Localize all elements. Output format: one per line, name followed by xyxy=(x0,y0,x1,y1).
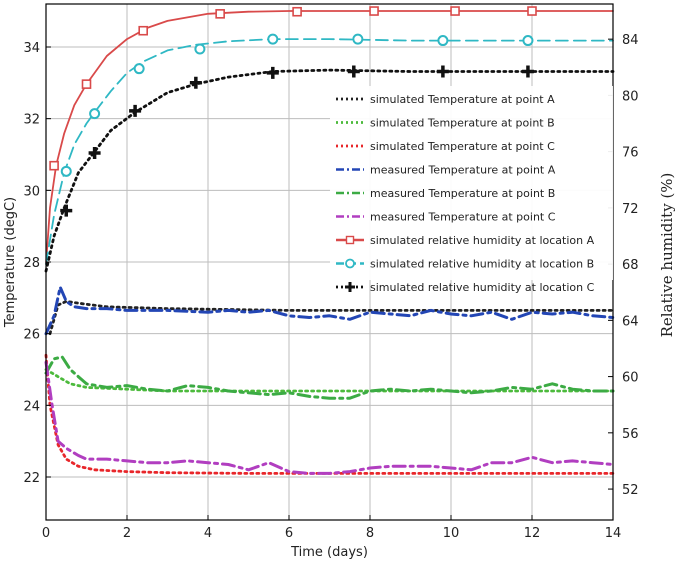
series-marker-7 xyxy=(292,6,302,17)
legend-swatch-marker xyxy=(345,235,355,245)
series-line-7 xyxy=(45,10,614,266)
legend-swatch-marker xyxy=(345,282,355,292)
series-marker-7 xyxy=(369,6,379,16)
series-marker-8 xyxy=(194,43,206,55)
legend-entry-label: measured Temperature at point A xyxy=(370,164,556,177)
legend-box xyxy=(330,86,613,280)
series-marker-9 xyxy=(436,65,449,78)
legend-entry-label: simulated relative humidity at location … xyxy=(370,258,594,271)
x-tick-label: 14 xyxy=(605,526,622,541)
series-marker-8 xyxy=(522,35,534,47)
series-marker-9 xyxy=(189,76,202,89)
x-tick-label: 2 xyxy=(123,526,131,541)
legend-entry-label: simulated Temperature at point C xyxy=(370,140,555,153)
series-marker-7 xyxy=(215,9,225,19)
x-axis-label: Time (days) xyxy=(290,545,368,560)
y2-axis-label: Relative humidity (%) xyxy=(658,173,676,338)
series-marker-7 xyxy=(49,160,59,171)
series-marker-8 xyxy=(267,33,279,45)
legend-entry-label: simulated Temperature at point B xyxy=(370,117,555,130)
legend-swatch-marker xyxy=(345,258,355,269)
x-tick-label: 4 xyxy=(204,526,212,541)
series-line-2 xyxy=(44,368,615,393)
legend-entry-label: simulated relative humidity at location … xyxy=(370,281,595,294)
legend-entry-label: measured Temperature at point C xyxy=(370,211,556,224)
series-line-6 xyxy=(44,360,615,475)
y-axis-label: Temperature (degC) xyxy=(3,197,18,328)
series-marker-9 xyxy=(521,65,534,78)
series-line-1 xyxy=(48,299,615,336)
y-tick-label: 28 xyxy=(23,256,40,271)
legend-entry-label: simulated Temperature at point A xyxy=(370,93,555,106)
series-marker-9 xyxy=(266,66,279,79)
y-tick-label: 32 xyxy=(23,113,40,128)
series-marker-9 xyxy=(60,204,73,217)
series-marker-8 xyxy=(437,35,449,47)
series-marker-8 xyxy=(60,165,72,177)
series-line-9 xyxy=(44,68,615,273)
y2-tick-label: 56 xyxy=(622,427,639,442)
x-tick-label: 12 xyxy=(524,526,541,541)
y2-tick-label: 76 xyxy=(622,146,639,161)
x-tick-label: 8 xyxy=(366,526,374,541)
x-tick-label: 10 xyxy=(443,526,460,541)
y2-tick-label: 72 xyxy=(622,202,639,217)
y-tick-label: 30 xyxy=(23,184,40,199)
y2-tick-label: 84 xyxy=(622,33,639,48)
y2-tick-label: 52 xyxy=(622,483,639,498)
series-marker-8 xyxy=(133,63,145,75)
series-marker-8 xyxy=(89,108,101,120)
y2-tick-label: 64 xyxy=(622,314,639,329)
series-line-4 xyxy=(44,285,615,336)
series-marker-8 xyxy=(352,33,364,45)
y2-tick-label: 80 xyxy=(622,89,639,104)
series-marker-9 xyxy=(347,65,360,78)
y2-tick-label: 68 xyxy=(622,258,639,273)
x-tick-label: 6 xyxy=(285,526,293,541)
series-marker-9 xyxy=(88,147,101,160)
y-tick-label: 26 xyxy=(23,328,40,343)
x-tick-label: 0 xyxy=(42,526,50,541)
legend-entry-label: measured Temperature at point B xyxy=(370,187,555,200)
series-marker-7 xyxy=(81,79,92,89)
series-marker-7 xyxy=(527,6,537,16)
y-tick-label: 34 xyxy=(23,41,40,56)
series-marker-9 xyxy=(129,104,142,117)
series-marker-7 xyxy=(138,25,148,36)
series-marker-7 xyxy=(450,6,460,16)
y-tick-label: 22 xyxy=(23,471,40,486)
series-line-8 xyxy=(45,38,614,266)
y2-tick-label: 60 xyxy=(622,371,639,386)
series-line-5 xyxy=(44,355,615,400)
y-tick-label: 24 xyxy=(23,399,40,414)
legend-entry-label: simulated relative humidity at location … xyxy=(370,234,595,247)
